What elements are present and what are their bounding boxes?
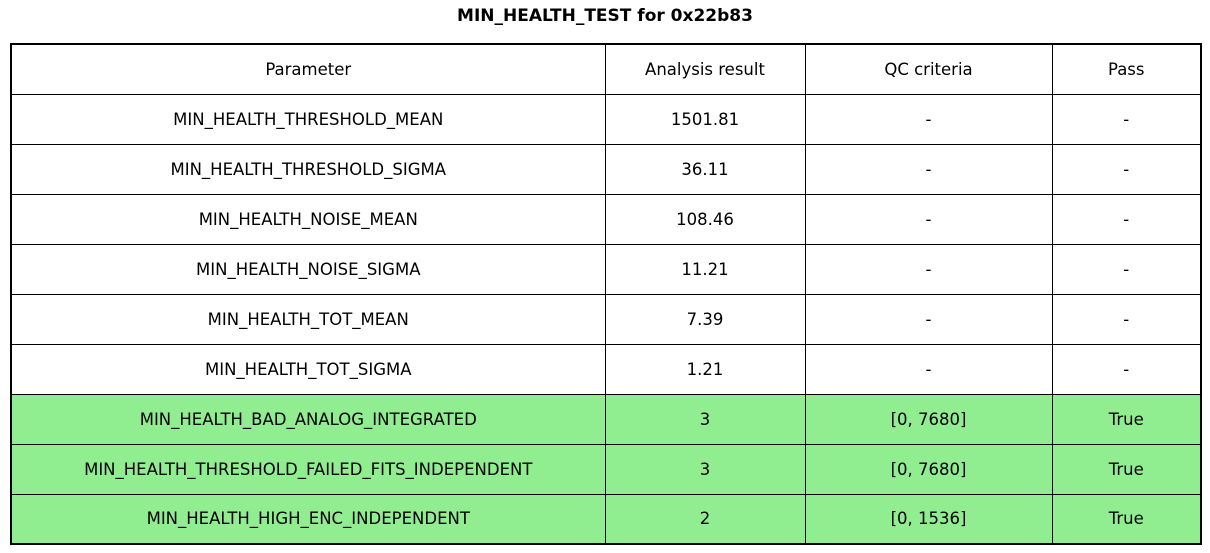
figure-title: MIN_HEALTH_TEST for 0x22b83 [457,6,753,26]
table-row: MIN_HEALTH_NOISE_MEAN 108.46 - - [10,193,1202,245]
column-header-pass: Pass [1051,43,1202,95]
pass-cell: True [1051,443,1202,495]
analysis-result-cell: 11.21 [604,243,806,295]
qc-criteria-cell: [0, 1536] [804,493,1053,545]
table-row: MIN_HEALTH_THRESHOLD_SIGMA 36.11 - - [10,143,1202,195]
table-row: MIN_HEALTH_HIGH_ENC_INDEPENDENT 2 [0, 15… [10,493,1202,545]
analysis-result-cell: 3 [604,393,806,445]
qc-results-table: Parameter Analysis result QC criteria Pa… [10,43,1202,545]
pass-cell: - [1051,93,1202,145]
pass-cell: - [1051,343,1202,395]
qc-criteria-cell: [0, 7680] [804,443,1053,495]
analysis-result-cell: 36.11 [604,143,806,195]
analysis-result-cell: 1.21 [604,343,806,395]
table-row: MIN_HEALTH_NOISE_SIGMA 11.21 - - [10,243,1202,295]
analysis-result-cell: 2 [604,493,806,545]
qc-criteria-cell: - [804,193,1053,245]
table-row: MIN_HEALTH_TOT_SIGMA 1.21 - - [10,343,1202,395]
qc-criteria-cell: - [804,293,1053,345]
column-header-qc-criteria: QC criteria [804,43,1053,95]
table-row: MIN_HEALTH_THRESHOLD_FAILED_FITS_INDEPEN… [10,443,1202,495]
pass-cell: - [1051,293,1202,345]
table-row: MIN_HEALTH_BAD_ANALOG_INTEGRATED 3 [0, 7… [10,393,1202,445]
qc-criteria-cell: - [804,93,1053,145]
pass-cell: - [1051,143,1202,195]
parameter-cell: MIN_HEALTH_THRESHOLD_MEAN [10,93,606,145]
pass-cell: - [1051,243,1202,295]
column-header-parameter: Parameter [10,43,606,95]
parameter-cell: MIN_HEALTH_NOISE_MEAN [10,193,606,245]
analysis-result-cell: 1501.81 [604,93,806,145]
analysis-result-cell: 7.39 [604,293,806,345]
qc-criteria-cell: [0, 7680] [804,393,1053,445]
pass-cell: True [1051,493,1202,545]
parameter-cell: MIN_HEALTH_BAD_ANALOG_INTEGRATED [10,393,606,445]
parameter-cell: MIN_HEALTH_TOT_SIGMA [10,343,606,395]
table-row: MIN_HEALTH_TOT_MEAN 7.39 - - [10,293,1202,345]
parameter-cell: MIN_HEALTH_NOISE_SIGMA [10,243,606,295]
column-header-analysis-result: Analysis result [604,43,806,95]
pass-cell: - [1051,193,1202,245]
parameter-cell: MIN_HEALTH_THRESHOLD_FAILED_FITS_INDEPEN… [10,443,606,495]
table-header-row: Parameter Analysis result QC criteria Pa… [10,43,1202,95]
analysis-result-cell: 108.46 [604,193,806,245]
qc-criteria-cell: - [804,143,1053,195]
parameter-cell: MIN_HEALTH_TOT_MEAN [10,293,606,345]
pass-cell: True [1051,393,1202,445]
parameter-cell: MIN_HEALTH_THRESHOLD_SIGMA [10,143,606,195]
parameter-cell: MIN_HEALTH_HIGH_ENC_INDEPENDENT [10,493,606,545]
qc-criteria-cell: - [804,343,1053,395]
qc-criteria-cell: - [804,243,1053,295]
table-row: MIN_HEALTH_THRESHOLD_MEAN 1501.81 - - [10,93,1202,145]
analysis-result-cell: 3 [604,443,806,495]
